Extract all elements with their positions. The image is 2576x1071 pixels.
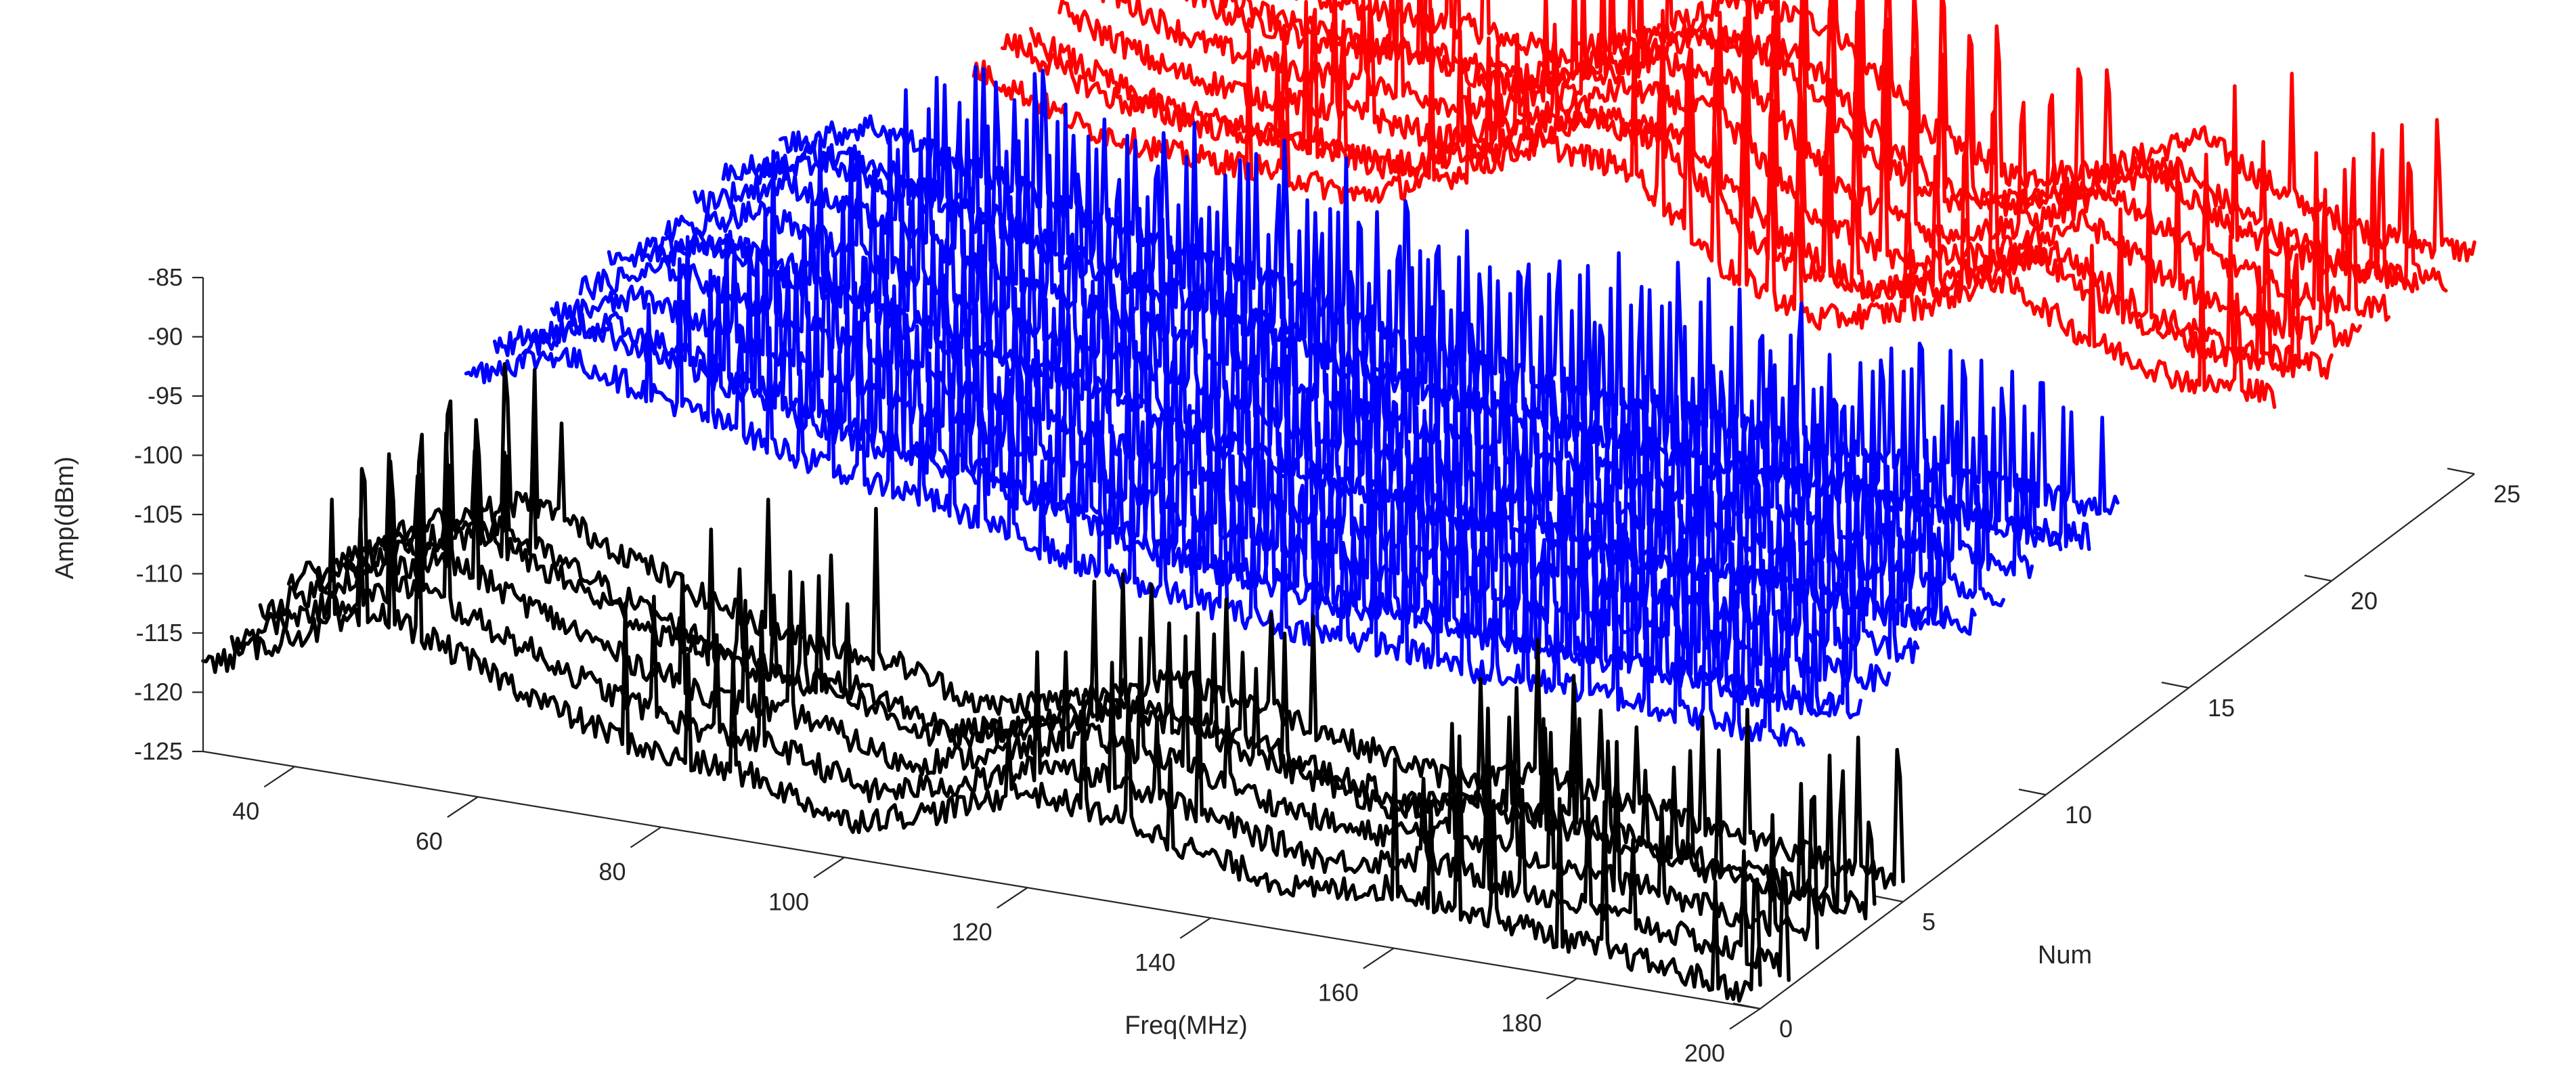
- z-axis-label: Amp(dBm): [51, 456, 79, 580]
- y-tick-label: 25: [2493, 480, 2520, 508]
- x-tick-mark: [1179, 917, 1211, 939]
- z-tick-label: -110: [136, 560, 183, 588]
- y-tick-label: 15: [2208, 694, 2235, 722]
- x-tick-label: 160: [1318, 979, 1359, 1007]
- y-axis-line: [1760, 473, 2475, 1009]
- x-tick-mark: [1363, 947, 1395, 969]
- x-tick-label: 80: [598, 858, 626, 886]
- spectrum-trace-num-18: [972, 28, 2277, 410]
- x-tick-label: 100: [768, 888, 809, 915]
- z-tick-label: -95: [148, 382, 183, 410]
- x-tick-label: 40: [232, 797, 259, 825]
- z-tick-label: -120: [134, 678, 183, 706]
- y-tick-mark: [2447, 467, 2475, 475]
- x-tick-mark: [447, 796, 479, 818]
- y-tick-mark: [2018, 788, 2047, 796]
- y-tick-mark: [1732, 1002, 1761, 1010]
- x-axis-line: [202, 750, 1761, 1010]
- x-tick-label: 60: [416, 827, 443, 855]
- y-axis-label: Num: [2038, 941, 2092, 969]
- x-tick-mark: [1546, 978, 1578, 1000]
- spectrum-traces: [201, 0, 2476, 1003]
- x-tick-label: 140: [1135, 948, 1175, 976]
- x-tick-mark: [997, 887, 1028, 909]
- x-tick-mark: [630, 826, 662, 848]
- axis-ticks: -85 -90 -95 -100 -105 -110 -115 -120 -125 40 60 80 1…: [134, 263, 2520, 1067]
- x-tick-mark: [813, 856, 845, 879]
- spectrum-trace-num-0: [201, 466, 1762, 1003]
- z-tick-label: -90: [148, 323, 183, 351]
- spectrum-trace-num-6: [464, 257, 1806, 747]
- x-tick-mark: [263, 766, 295, 788]
- y-tick-label: 0: [1779, 1015, 1793, 1043]
- x-tick-label: 180: [1501, 1009, 1542, 1036]
- z-tick-label: -115: [136, 619, 183, 647]
- x-tick-label: 200: [1684, 1039, 1725, 1067]
- z-tick-label: -85: [148, 263, 183, 291]
- spectrum-trace-num-19: [1000, 7, 2305, 378]
- y-tick-mark: [2304, 574, 2332, 582]
- y-tick-label: 5: [1922, 908, 1936, 936]
- y-tick-mark: [2161, 681, 2189, 689]
- x-tick-label: 120: [952, 918, 992, 946]
- z-tick-label: -125: [134, 737, 183, 765]
- z-tick-label: -105: [134, 500, 183, 528]
- y-tick-mark: [1875, 895, 1904, 903]
- y-tick-label: 10: [2065, 801, 2092, 829]
- x-axis-label: Freq(MHz): [1125, 1011, 1248, 1040]
- z-tick-label: -100: [134, 441, 183, 469]
- x-tick-mark: [1729, 1008, 1761, 1030]
- y-tick-label: 20: [2351, 587, 2378, 615]
